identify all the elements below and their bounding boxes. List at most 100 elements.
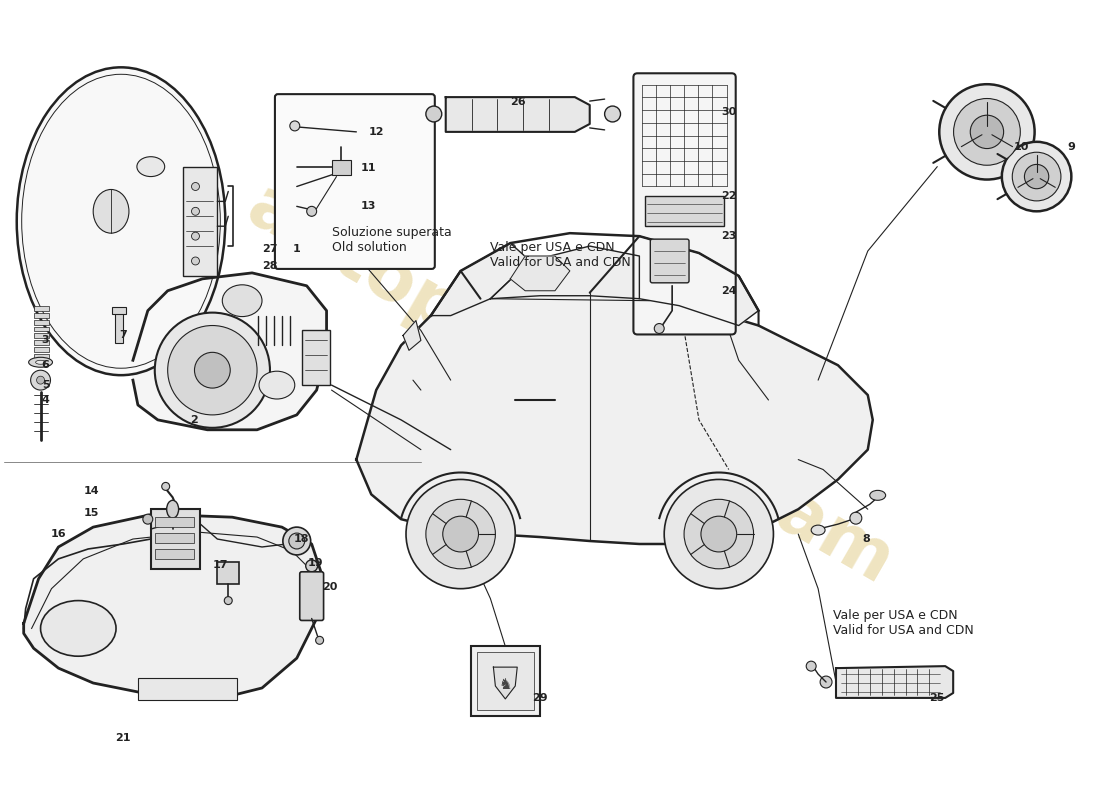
Ellipse shape	[31, 370, 51, 390]
Circle shape	[307, 206, 317, 216]
Circle shape	[191, 232, 199, 240]
Text: 21: 21	[116, 733, 131, 742]
Circle shape	[1024, 164, 1048, 189]
Bar	[471, 646, 540, 716]
FancyBboxPatch shape	[275, 94, 434, 269]
Text: 8: 8	[862, 534, 870, 544]
Polygon shape	[491, 246, 639, 298]
Text: 13: 13	[361, 202, 376, 211]
Polygon shape	[510, 256, 570, 290]
Text: 23: 23	[722, 231, 736, 241]
Polygon shape	[494, 667, 517, 699]
Polygon shape	[446, 97, 590, 132]
Bar	[151, 510, 200, 569]
Circle shape	[954, 98, 1021, 166]
Bar	[155, 533, 195, 543]
Text: 6: 6	[42, 360, 50, 370]
Circle shape	[406, 479, 515, 589]
Polygon shape	[836, 666, 954, 698]
Circle shape	[306, 560, 318, 572]
Ellipse shape	[16, 67, 226, 375]
Circle shape	[224, 597, 232, 605]
Ellipse shape	[258, 371, 295, 399]
Circle shape	[289, 533, 305, 549]
Ellipse shape	[29, 358, 53, 367]
Circle shape	[939, 84, 1035, 179]
Circle shape	[426, 499, 495, 569]
Text: 24: 24	[720, 286, 737, 296]
Text: 11: 11	[361, 162, 376, 173]
Text: 9: 9	[1067, 142, 1076, 152]
Ellipse shape	[167, 326, 257, 415]
Bar	[476, 652, 535, 710]
Circle shape	[289, 121, 299, 131]
Bar	[183, 166, 218, 276]
Bar	[301, 330, 330, 385]
Bar	[218, 562, 239, 584]
Text: 27: 27	[262, 244, 277, 254]
Text: 29: 29	[532, 693, 548, 703]
Text: 4: 4	[42, 395, 50, 405]
Polygon shape	[24, 514, 321, 698]
Bar	[116, 309, 123, 343]
Circle shape	[806, 661, 816, 671]
Circle shape	[1012, 152, 1060, 201]
Ellipse shape	[35, 360, 45, 364]
Text: 20: 20	[322, 582, 338, 592]
Circle shape	[442, 516, 478, 552]
Text: 14: 14	[84, 486, 99, 496]
Text: 25: 25	[930, 693, 945, 703]
Text: 18: 18	[294, 534, 309, 544]
Bar	[34, 334, 48, 338]
Circle shape	[970, 115, 1003, 149]
Bar	[34, 341, 48, 346]
Text: 12: 12	[368, 127, 384, 137]
Circle shape	[283, 527, 310, 555]
Ellipse shape	[605, 106, 620, 122]
Ellipse shape	[195, 352, 230, 388]
Circle shape	[191, 182, 199, 190]
Text: ♞: ♞	[498, 677, 513, 691]
Bar	[138, 678, 238, 700]
Bar	[112, 306, 126, 314]
Circle shape	[316, 636, 323, 644]
Ellipse shape	[41, 601, 116, 656]
Circle shape	[1002, 142, 1071, 211]
Bar	[155, 517, 195, 527]
Circle shape	[654, 323, 664, 334]
Bar	[34, 326, 48, 331]
Ellipse shape	[155, 313, 270, 428]
Bar	[34, 347, 48, 352]
FancyBboxPatch shape	[299, 572, 323, 621]
Ellipse shape	[811, 525, 825, 535]
Bar	[331, 160, 351, 174]
Circle shape	[850, 512, 861, 524]
Bar	[34, 354, 48, 359]
Circle shape	[426, 106, 442, 122]
Text: 10: 10	[1014, 142, 1030, 152]
Polygon shape	[133, 273, 327, 430]
Text: 15: 15	[84, 508, 99, 518]
Circle shape	[143, 514, 153, 524]
Polygon shape	[431, 243, 530, 315]
Text: 7: 7	[119, 330, 126, 341]
Text: Soluzione superata
Old solution: Soluzione superata Old solution	[331, 226, 451, 254]
Bar	[34, 306, 48, 310]
Polygon shape	[356, 293, 872, 544]
Bar	[155, 549, 195, 559]
Text: 2: 2	[190, 415, 198, 425]
Ellipse shape	[94, 190, 129, 233]
Text: 17: 17	[212, 560, 228, 570]
Polygon shape	[639, 236, 759, 326]
Circle shape	[701, 516, 737, 552]
Polygon shape	[403, 321, 421, 350]
FancyBboxPatch shape	[634, 74, 736, 334]
Text: 19: 19	[308, 558, 323, 568]
Circle shape	[191, 257, 199, 265]
Text: 3: 3	[42, 335, 50, 346]
Text: 16: 16	[51, 529, 66, 539]
Circle shape	[664, 479, 773, 589]
Text: 1: 1	[293, 244, 300, 254]
Ellipse shape	[870, 490, 886, 500]
Ellipse shape	[36, 376, 44, 384]
